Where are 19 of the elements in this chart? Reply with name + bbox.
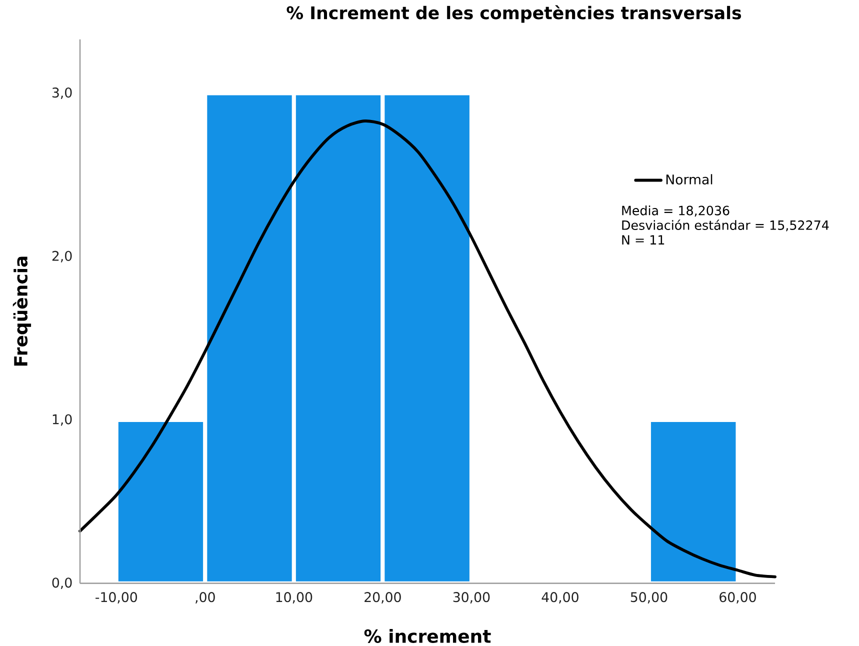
x-tick-label: 50,00 [630, 592, 668, 604]
y-axis-title: Freqüència [12, 256, 32, 366]
x-tick-label: 10,00 [276, 592, 312, 604]
x-tick-label: 40,00 [542, 592, 578, 604]
annotation: Desviación estándar = 15,52274 [622, 220, 829, 232]
annotation: N = 11 [622, 235, 664, 244]
x-tick-label: -10,00 [96, 592, 138, 604]
x-axis-title: % increment [364, 629, 491, 643]
x-tick-label: 30,00 [453, 592, 490, 604]
x-tick-label: 60,00 [720, 592, 756, 604]
legend-label: Normal [666, 174, 712, 184]
chart-title: % Increment de les competències transversals [286, 5, 742, 23]
annotation: Media = 18,2036 [622, 206, 730, 217]
y-tick-label: 1,0 [52, 414, 72, 426]
x-tick-label: ,00 [196, 592, 215, 604]
y-tick-label: 3,0 [52, 88, 72, 99]
y-tick-label: 0,0 [52, 578, 72, 590]
y-tick-label: 2,0 [52, 250, 72, 262]
x-tick-label: 20,00 [364, 592, 401, 604]
